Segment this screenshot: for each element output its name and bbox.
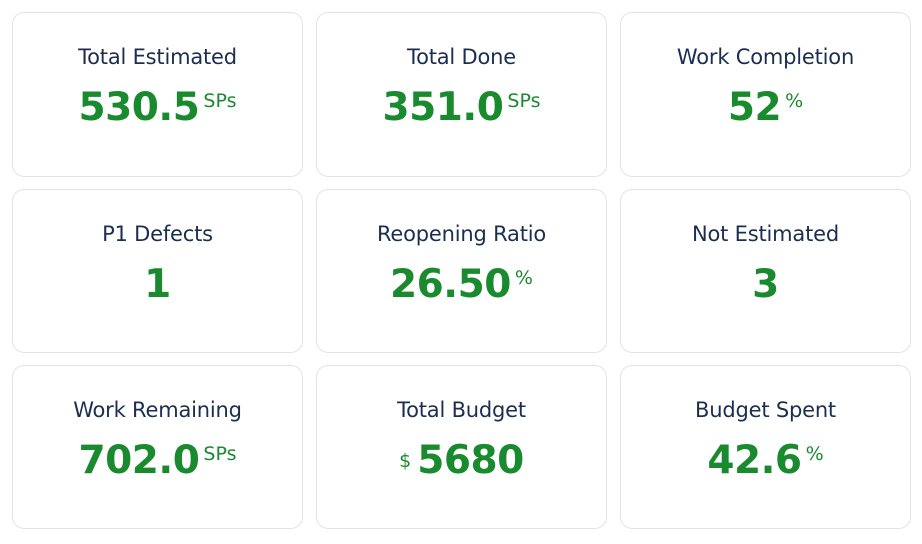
metric-value-row: 702.0 SPs (79, 438, 237, 484)
metric-value-row: 52 % (728, 85, 803, 131)
metric-card-reopening-ratio: Reopening Ratio 26.50 % (316, 189, 607, 353)
metric-title: Not Estimated (692, 222, 839, 246)
metric-card-not-estimated: Not Estimated 3 (620, 189, 911, 353)
metric-title: Total Estimated (78, 45, 237, 69)
metric-value: 351.0 (382, 85, 504, 130)
metric-prefix: $ (399, 450, 412, 472)
metric-value-row: $ 5680 (399, 438, 524, 484)
metric-value-row: 1 (144, 262, 171, 308)
metric-value: 530.5 (78, 85, 200, 130)
metric-title: Total Budget (397, 398, 526, 422)
metric-card-work-completion: Work Completion 52 % (620, 12, 911, 177)
metric-value: 52 (727, 85, 782, 130)
metric-unit: SPs (507, 90, 541, 112)
metric-unit: SPs (203, 443, 237, 465)
metrics-grid: Total Estimated 530.5 SPs Total Done 351… (12, 12, 911, 529)
metric-title: Total Done (407, 45, 516, 69)
metric-value: 1 (144, 262, 171, 307)
metric-unit: % (805, 443, 824, 465)
metric-title: P1 Defects (102, 222, 213, 246)
metric-unit: % (514, 267, 533, 289)
metric-value-row: 26.50 % (390, 262, 533, 308)
metric-value-row: 3 (752, 262, 779, 308)
metric-value: 702.0 (78, 438, 200, 483)
metric-title: Reopening Ratio (376, 222, 547, 246)
metric-title: Work Remaining (73, 398, 242, 422)
metric-value: 5680 (417, 438, 524, 483)
metric-card-total-estimated: Total Estimated 530.5 SPs (12, 12, 303, 177)
metric-title: Budget Spent (695, 398, 836, 422)
metric-card-total-done: Total Done 351.0 SPs (316, 12, 607, 177)
metric-value: 42.6 (707, 438, 802, 483)
metric-unit: % (785, 90, 804, 112)
metric-card-work-remaining: Work Remaining 702.0 SPs (12, 365, 303, 529)
metric-title: Work Completion (676, 45, 855, 69)
metric-value: 26.50 (390, 262, 511, 307)
metric-value-row: 42.6 % (707, 438, 823, 484)
metric-card-total-budget: Total Budget $ 5680 (316, 365, 607, 529)
metric-value: 3 (752, 262, 779, 307)
metric-value-row: 530.5 SPs (79, 85, 237, 131)
metric-card-p1-defects: P1 Defects 1 (12, 189, 303, 353)
metric-unit: SPs (203, 90, 237, 112)
metric-value-row: 351.0 SPs (383, 85, 541, 131)
metric-card-budget-spent: Budget Spent 42.6 % (620, 365, 911, 529)
